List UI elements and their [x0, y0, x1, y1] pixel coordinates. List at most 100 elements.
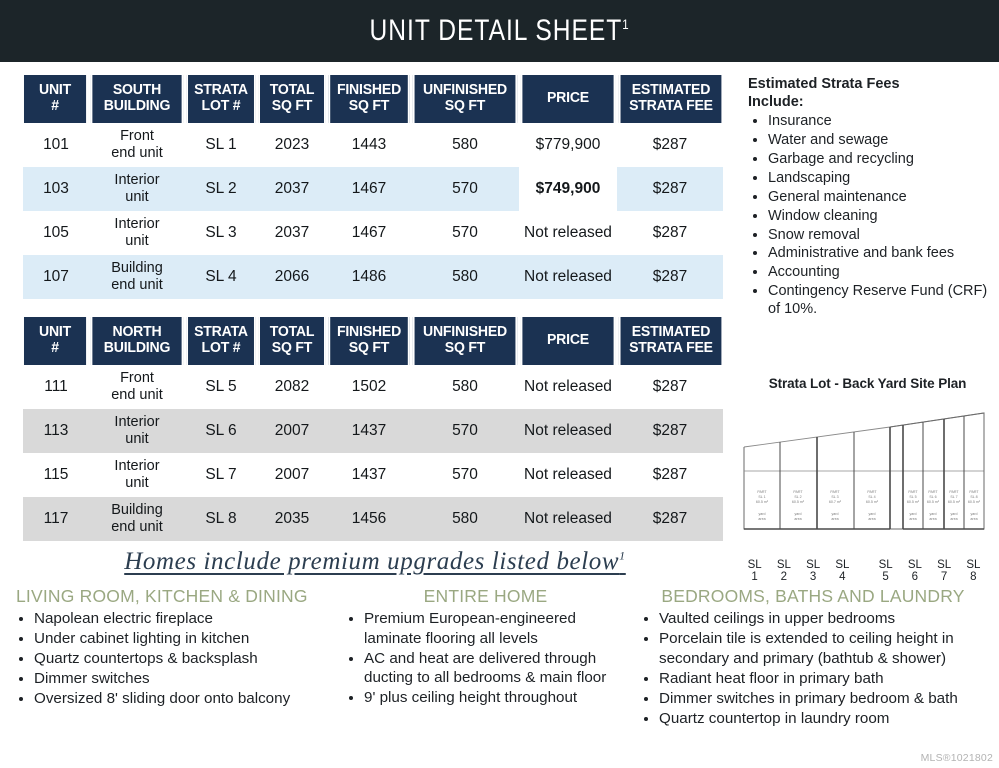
cell-total-sqft: 2066	[257, 255, 327, 299]
page-title-text: UNIT DETAIL SHEET	[369, 14, 623, 47]
cell-strata-lot: SL 3	[185, 211, 257, 255]
south-table-body: 101 Front end unit SL 1 2023 1443 580 $779,900 $…	[23, 123, 723, 299]
south-table-header: UNIT # SOUTH BUILDING STRATA LOT # TOTAL SQ FT F…	[23, 75, 723, 123]
cell-price: $749,900	[519, 167, 617, 211]
unit-type-line-1: Interior	[114, 216, 160, 233]
cell-finished-sqft: 1443	[327, 123, 411, 167]
cell-strata-fee: $287	[617, 167, 723, 211]
upgrade-list-item: Radiant heat floor in primary bath	[659, 669, 993, 689]
cell-finished-sqft: 1486	[327, 255, 411, 299]
cell-strata-lot: SL 5	[185, 365, 257, 409]
cell-total-sqft: 2007	[257, 453, 327, 497]
cell-unit-number: 111	[23, 365, 89, 409]
cell-strata-fee: $287	[617, 497, 723, 541]
north-table-header: UNIT # NORTH BUILDING STRATA LOT # TOTAL SQ FT F…	[23, 317, 723, 365]
svg-text:area: area	[868, 517, 875, 521]
upgrade-list: Napolean electric fireplaceUnder cabinet…	[34, 609, 338, 709]
upgrade-list-item: Vaulted ceilings in upper bedrooms	[659, 609, 993, 629]
cell-unit-type: Front end unit	[89, 365, 185, 409]
svg-text:SL 7: SL 7	[950, 495, 957, 499]
column-header-line-2: SQ FT	[444, 340, 486, 356]
upgrade-list-item: Under cabinet lighting in kitchen	[34, 629, 338, 649]
column-header-line-2: BUILDING	[103, 340, 171, 356]
strata-fee-list-item: Administrative and bank fees	[768, 245, 993, 262]
svg-text:area: area	[831, 517, 838, 521]
svg-text:PART: PART	[757, 490, 767, 494]
column-header-7: ESTIMATED STRATA FEE	[618, 317, 722, 365]
cell-price: $779,900	[519, 123, 617, 167]
premium-upgrades-columns: LIVING ROOM, KITCHEN & DINING Napolean el…	[8, 586, 993, 729]
table-row: 101 Front end unit SL 1 2023 1443 580 $779,900 $…	[23, 123, 723, 167]
site-plan-lot-label: SL 2	[769, 559, 798, 583]
column-header-line-1: UNFINISHED	[422, 324, 508, 341]
upgrade-list-item: 9' plus ceiling height throughout	[364, 688, 633, 708]
site-plan-lot-label-prefix: SL	[747, 559, 762, 571]
fees-title-line-1: Estimated Strata Fees	[748, 76, 900, 92]
cell-unfinished-sqft: 570	[411, 167, 519, 211]
strata-fee-list-item: Garbage and recycling	[768, 151, 993, 168]
cell-finished-sqft: 1437	[327, 409, 411, 453]
premium-upgrades-footnote-marker: 1	[619, 548, 626, 563]
cell-unfinished-sqft: 580	[411, 255, 519, 299]
column-header-line-2: SQ FT	[444, 98, 486, 114]
column-header-line-2: LOT #	[201, 340, 241, 356]
svg-text:60.5 m²: 60.5 m²	[907, 500, 920, 504]
svg-text:yard: yard	[795, 512, 802, 516]
cell-finished-sqft: 1456	[327, 497, 411, 541]
column-header-5: UNFINISHED SQ FT	[412, 317, 518, 365]
upgrade-column-heading: BEDROOMS, BATHS AND LAUNDRY	[661, 586, 965, 606]
column-header-line-2: #	[51, 340, 59, 356]
column-header-0: UNIT #	[23, 317, 89, 365]
svg-text:area: area	[970, 517, 977, 521]
svg-text:SL 3: SL 3	[831, 495, 838, 499]
cell-price: Not released	[519, 255, 617, 299]
cell-strata-lot: SL 7	[185, 453, 257, 497]
column-header-line-1: SOUTH	[112, 82, 162, 99]
svg-text:area: area	[950, 517, 957, 521]
upgrade-list: Premium European-engineered laminate flo…	[364, 609, 633, 708]
column-header-2: STRATA LOT #	[186, 75, 256, 123]
svg-text:area: area	[929, 517, 936, 521]
column-header-3: TOTAL SQ FT	[258, 75, 326, 123]
site-plan-lot-label-number: 5	[882, 571, 889, 584]
unit-type-line-2: end unit	[111, 277, 163, 293]
cell-finished-sqft: 1502	[327, 365, 411, 409]
column-header-1: SOUTH BUILDING	[90, 75, 184, 123]
upgrade-column-heading: ENTIRE HOME	[423, 586, 548, 606]
estimated-strata-fees-title: Estimated Strata Fees Include:	[748, 75, 993, 111]
column-header-7: ESTIMATED STRATA FEE	[618, 75, 722, 123]
unit-type-line-1: Building	[111, 260, 163, 277]
column-header-line-1: TOTAL	[269, 324, 315, 341]
cell-price: Not released	[519, 453, 617, 497]
column-header-line-2: #	[51, 98, 59, 114]
unit-type-line-1: Interior	[114, 172, 160, 189]
column-header-line-2: STRATA FEE	[629, 340, 713, 356]
upgrade-list-item: Premium European-engineered laminate flo…	[364, 609, 633, 648]
cell-finished-sqft: 1467	[327, 167, 411, 211]
cell-strata-lot: SL 8	[185, 497, 257, 541]
svg-text:SL 8: SL 8	[970, 495, 977, 499]
upgrade-list-item: Quartz countertops & backsplash	[34, 649, 338, 669]
cell-total-sqft: 2082	[257, 365, 327, 409]
strata-fee-list-item: Accounting	[768, 264, 993, 281]
column-header-line-2: SQ FT	[348, 98, 390, 114]
table-header-row: UNIT # SOUTH BUILDING STRATA LOT # TOTAL SQ FT F…	[23, 75, 723, 123]
column-header-1: NORTH BUILDING	[90, 317, 184, 365]
svg-text:SL 6: SL 6	[929, 495, 936, 499]
site-plan-lot-label-number: 6	[911, 571, 919, 584]
column-header-line-1: FINISHED	[336, 82, 402, 99]
table-row: 105 Interior unit SL 3 2037 1467 570 Not releas…	[23, 211, 723, 255]
unit-type-line-1: Front	[120, 370, 154, 387]
site-plan-lot-label: SL 6	[900, 559, 929, 583]
svg-text:yard: yard	[910, 512, 917, 516]
column-header-6: PRICE	[520, 75, 616, 123]
svg-text:60.7 m²: 60.7 m²	[829, 500, 842, 504]
unit-type-line-1: Interior	[114, 458, 160, 475]
strata-fee-list-item: Snow removal	[768, 227, 993, 244]
unit-type-line-2: end unit	[111, 145, 163, 161]
strata-fee-list-item: Insurance	[768, 113, 993, 130]
cell-unit-number: 115	[23, 453, 89, 497]
site-plan-lot-label-number: 3	[809, 571, 817, 584]
upgrade-list-item: Porcelain tile is extended to ceiling he…	[659, 629, 993, 668]
